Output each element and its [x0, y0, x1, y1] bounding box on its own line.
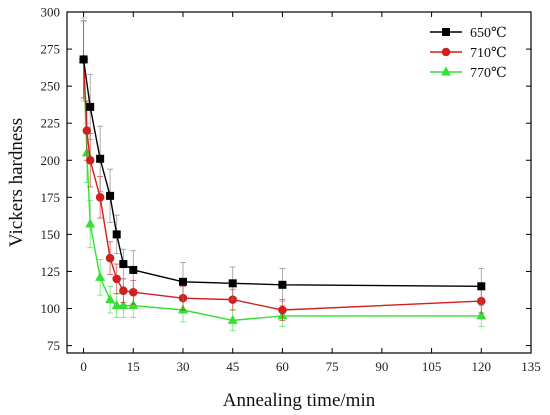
data-point [96, 154, 105, 163]
legend-label: 770℃ [470, 66, 507, 81]
y-tick-label: 125 [41, 264, 61, 279]
y-tick-label: 100 [41, 301, 61, 316]
y-axis-title: Vickers hardness [6, 118, 27, 247]
data-point [105, 294, 116, 304]
data-point [476, 310, 487, 320]
data-point [128, 300, 139, 310]
series-line [82, 59, 482, 322]
data-point [86, 102, 95, 111]
y-tick-label: 75 [47, 338, 60, 353]
data-point [85, 155, 95, 165]
x-tick-label: 15 [127, 359, 140, 374]
data-point [119, 286, 128, 296]
x-tick-label: 105 [422, 359, 442, 374]
series-0 [79, 20, 486, 305]
legend-label: 710℃ [470, 46, 507, 61]
plot-area: 0 15 30 45 60 75 90 105 120 135 75 100 125 150 175 200 2… [41, 5, 541, 375]
y-tick-label: 250 [41, 79, 61, 94]
data-point [278, 305, 287, 315]
y-tick-label: 275 [41, 42, 61, 57]
data-point [128, 287, 138, 297]
data-point [106, 191, 115, 200]
y-tick-label: 200 [41, 153, 61, 168]
x-tick-label: 75 [326, 359, 339, 374]
x-tick-label: 90 [375, 359, 388, 374]
data-point [105, 253, 115, 263]
legend-marker [441, 66, 451, 76]
data-point [95, 271, 106, 281]
legend-marker [441, 47, 451, 57]
x-tick-label: 45 [226, 359, 239, 374]
x-tick-label: 30 [177, 359, 190, 374]
data-point [228, 279, 237, 288]
data-point [112, 230, 121, 239]
y-tick-label: 225 [41, 116, 61, 131]
series-line [82, 59, 482, 311]
x-tick-label: 60 [276, 359, 289, 374]
y-tick-label: 300 [41, 5, 61, 20]
plot-frame [66, 11, 532, 354]
data-point [111, 300, 122, 310]
data-point [119, 260, 128, 269]
data-point [179, 277, 187, 286]
data-point [82, 126, 92, 135]
data-point [95, 193, 105, 202]
data-point [112, 274, 122, 284]
x-tick-label: 135 [521, 359, 541, 374]
data-point [79, 55, 88, 64]
data-point [118, 300, 129, 310]
y-tick-label: 175 [41, 190, 61, 205]
legend: 650℃ 710℃ 770℃ [430, 26, 507, 81]
legend-marker [442, 28, 450, 36]
series-line [82, 59, 482, 287]
data-point [85, 218, 96, 228]
x-axis-title: Annealing time/min [223, 390, 376, 411]
x-tick-label: 0 [80, 359, 87, 374]
data-point [278, 280, 287, 289]
x-tick-label: 120 [472, 359, 492, 374]
data-point [227, 314, 238, 324]
legend-label: 650℃ [470, 26, 507, 41]
data-point [129, 265, 138, 274]
data-point [477, 282, 486, 291]
y-tick-label: 150 [41, 227, 61, 242]
